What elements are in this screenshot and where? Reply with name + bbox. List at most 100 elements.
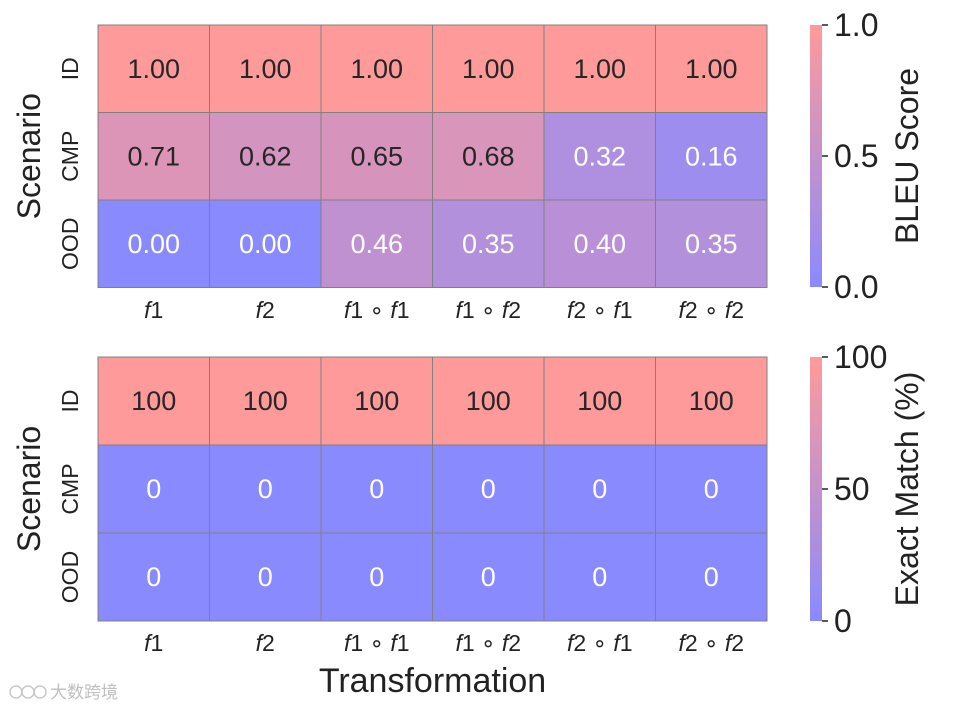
heatmap-cell xyxy=(543,356,656,446)
heatmap-cell xyxy=(543,532,656,622)
cell-value-label: 100 xyxy=(354,386,399,416)
exact-match-heatmap-panel: 100 100 100 100 100 100 0 0 0 0 0 0 0 0 0 0 0 0 ID CMP OOD Sc… xyxy=(11,339,925,700)
row-tick-label: ID xyxy=(57,390,83,413)
colorbar-tick-label: 50 xyxy=(834,471,870,507)
cell-value-label: 100 xyxy=(466,386,511,416)
heatmap-cell xyxy=(209,444,322,534)
cell-value-label: 0 xyxy=(481,562,496,592)
column-tick-label: f1 ∘ f1 xyxy=(344,297,410,323)
cell-value-label: 0.00 xyxy=(239,229,292,259)
heatmap-cell xyxy=(209,112,322,201)
watermark-logo-icon xyxy=(9,685,47,699)
cell-value-label: 100 xyxy=(131,386,176,416)
cell-value-label: 0 xyxy=(704,562,719,592)
column-tick-label: f1 xyxy=(144,297,163,323)
cell-value-label: 0 xyxy=(592,474,607,504)
column-tick-label: f2 xyxy=(256,630,275,656)
heatmap-cell xyxy=(97,24,210,113)
colorbar xyxy=(810,25,822,287)
heatmap-cell xyxy=(543,199,656,288)
heatmap-cell xyxy=(432,532,545,622)
cell-value-label: 0 xyxy=(481,474,496,504)
heatmap-cell xyxy=(655,444,768,534)
heatmap-cell xyxy=(432,112,545,201)
cell-value-label: 100 xyxy=(689,386,734,416)
heatmap-cell xyxy=(97,199,210,288)
column-tick-label: f2 xyxy=(256,297,275,323)
cell-value-label: 1.00 xyxy=(685,54,738,84)
column-tick-label: f1 xyxy=(144,630,163,656)
cell-value-label: 1.00 xyxy=(350,54,403,84)
cell-value-label: 1.00 xyxy=(239,54,292,84)
heatmap-cell xyxy=(97,444,210,534)
column-tick-label: f2 ∘ f1 xyxy=(567,297,633,323)
cell-value-label: 100 xyxy=(243,386,288,416)
colorbar-tick-label: 100 xyxy=(834,339,887,375)
heatmap-cell xyxy=(209,356,322,446)
cell-value-label: 0.68 xyxy=(462,141,515,171)
cell-value-label: 0.00 xyxy=(127,229,180,259)
heatmap-cell xyxy=(97,532,210,622)
cell-value-label: 0 xyxy=(258,474,273,504)
row-tick-label: CMP xyxy=(57,463,83,514)
x-axis-label: Transformation xyxy=(319,662,546,700)
heatmap-cell xyxy=(432,24,545,113)
y-axis-label: Scenario xyxy=(11,93,47,219)
watermark: 大数跨境 xyxy=(9,683,118,702)
heatmap-cell xyxy=(320,199,433,288)
cell-value-label: 0 xyxy=(146,562,161,592)
colorbar-label: BLEU Score xyxy=(889,68,925,244)
column-tick-label: f1 ∘ f2 xyxy=(455,630,521,656)
heatmap-cell xyxy=(209,199,322,288)
cell-value-label: 1.00 xyxy=(573,54,626,84)
heatmap-cell xyxy=(655,356,768,446)
cell-value-label: 1.00 xyxy=(462,54,515,84)
heatmap-cell xyxy=(97,356,210,446)
heatmap-cell xyxy=(320,356,433,446)
row-tick-label: OOD xyxy=(57,551,83,603)
colorbar-tick-label: 0 xyxy=(834,603,852,639)
colorbar-tick-label: 0.5 xyxy=(834,138,878,174)
bleu-heatmap-panel: 1.00 1.00 1.00 1.00 1.00 1.00 0.71 0.62 0.65 0.68… xyxy=(11,7,925,323)
cell-value-label: 0.65 xyxy=(350,141,403,171)
heatmap-cell xyxy=(655,199,768,288)
cell-value-label: 0.46 xyxy=(350,229,403,259)
cell-value-label: 0.62 xyxy=(239,141,292,171)
cell-value-label: 0 xyxy=(369,562,384,592)
heatmap-cell xyxy=(655,532,768,622)
cell-value-label: 0.71 xyxy=(127,141,180,171)
cell-value-label: 0.40 xyxy=(573,229,626,259)
colorbar xyxy=(810,357,822,621)
colorbar-label: Exact Match (%) xyxy=(889,372,925,607)
row-tick-label: CMP xyxy=(57,131,83,182)
heatmap-cell xyxy=(432,356,545,446)
heatmap-cell xyxy=(320,24,433,113)
cell-value-label: 0.32 xyxy=(573,141,626,171)
y-axis-label: Scenario xyxy=(11,426,47,552)
heatmap-cell xyxy=(655,24,768,113)
cell-value-label: 100 xyxy=(577,386,622,416)
cell-value-label: 0 xyxy=(704,474,719,504)
heatmap-cell xyxy=(543,444,656,534)
heatmap-cell xyxy=(209,24,322,113)
row-tick-label: OOD xyxy=(57,218,83,270)
colorbar-tick-label: 1.0 xyxy=(834,7,878,43)
cell-value-label: 0.35 xyxy=(685,229,738,259)
column-tick-label: f2 ∘ f1 xyxy=(567,630,633,656)
cell-value-label: 0.35 xyxy=(462,229,515,259)
colorbar-tick-label: 0.0 xyxy=(834,269,878,305)
cell-value-label: 0 xyxy=(146,474,161,504)
cell-value-label: 1.00 xyxy=(127,54,180,84)
column-tick-label: f2 ∘ f2 xyxy=(678,297,744,323)
column-tick-label: f2 ∘ f2 xyxy=(678,630,744,656)
cell-value-label: 0 xyxy=(258,562,273,592)
cell-value-label: 0 xyxy=(592,562,607,592)
row-tick-label: ID xyxy=(57,57,83,80)
cell-value-label: 0.16 xyxy=(685,141,738,171)
column-tick-label: f1 ∘ f1 xyxy=(344,630,410,656)
heatmap-cell xyxy=(320,532,433,622)
heatmap-cell xyxy=(655,112,768,201)
heatmap-cell xyxy=(543,24,656,113)
cell-value-label: 0 xyxy=(369,474,384,504)
